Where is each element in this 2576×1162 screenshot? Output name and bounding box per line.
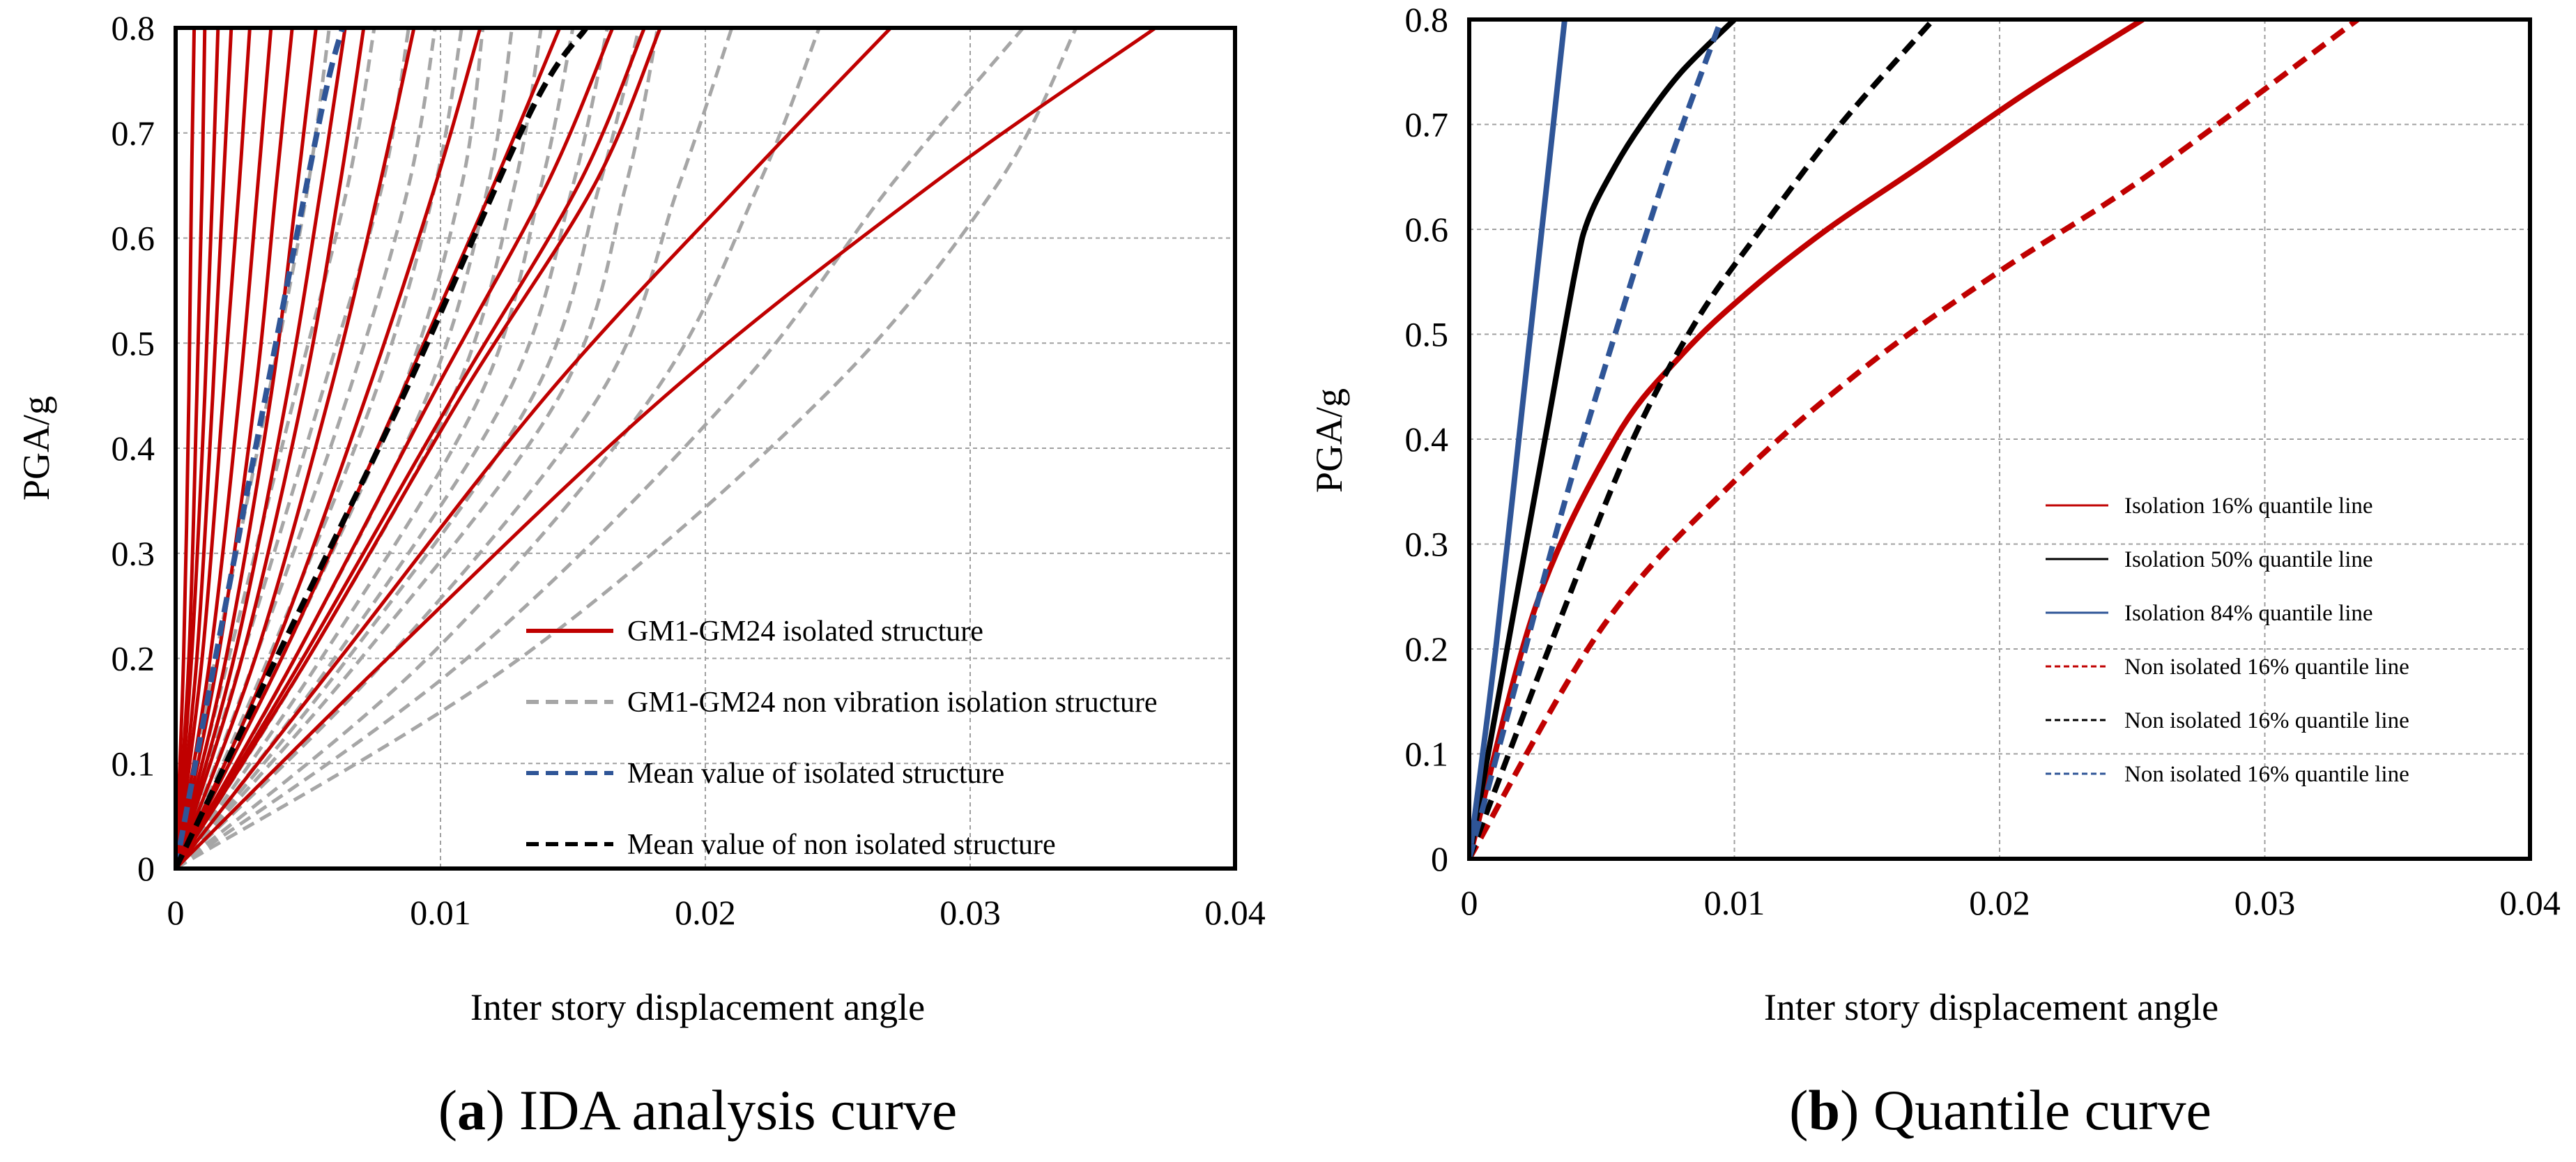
panel-b-caption: (b) Quantile curve <box>1789 1078 2211 1142</box>
y-tick-label: 0.7 <box>1405 105 1449 144</box>
x-tick-label: 0.02 <box>1969 883 2030 922</box>
panel-a-y-ticks: 0 0.1 0.2 0.3 0.4 0.5 0.6 0.7 0.8 <box>112 8 155 888</box>
series-line-quantile-4 <box>1469 20 1935 859</box>
y-tick-label: 0.2 <box>112 639 155 678</box>
panel-a-caption-text: IDA analysis curve <box>519 1078 958 1142</box>
series-line-isolated-11 <box>176 28 482 869</box>
series-line-quantile-0 <box>1469 20 2145 859</box>
panel-b-y-axis-label: PGA/g <box>1308 388 1350 493</box>
x-tick-label: 0 <box>167 893 185 932</box>
x-tick-label: 0.01 <box>1704 883 1765 922</box>
y-tick-label: 0.4 <box>112 429 155 468</box>
panel-a-legend: GM1-GM24 isolated structure GM1-GM24 non … <box>526 616 1158 861</box>
panel-a-frame <box>174 26 1237 871</box>
series-line-non-isolated-29 <box>176 28 660 869</box>
panel-a-ida-chart: 00.10.20.30.40.50.60.70.8 0 0.01 0.02 0.03 0… <box>15 8 1266 1142</box>
series-line-non-isolated-25 <box>176 28 543 869</box>
legend-label: GM1-GM24 non vibration isolation structu… <box>627 687 1158 719</box>
series-line-non-isolated-33 <box>176 28 1078 869</box>
series-line-isolated-9 <box>176 28 366 869</box>
y-tick-label: 0.5 <box>1405 315 1449 354</box>
y-tick-label: 0.2 <box>1405 629 1449 668</box>
y-tick-label: 0.6 <box>112 219 155 258</box>
series-line-quantile-2 <box>1469 20 1567 859</box>
x-tick-label: 0.03 <box>2234 883 2296 922</box>
panel-a-x-axis-label: Inter story displacement angle <box>470 986 925 1028</box>
panel-b-x-axis-label: Inter story displacement angle <box>1764 986 2218 1028</box>
legend-label: GM1-GM24 isolated structure <box>627 616 983 648</box>
y-tick-label: 0.8 <box>1405 0 1449 39</box>
legend-label: Non isolated 16% quantile line <box>2124 655 2409 680</box>
series-line-quantile-1 <box>1469 20 1737 859</box>
series-line-isolated-10 <box>176 28 416 869</box>
legend-label: Mean value of isolated structure <box>627 758 1004 790</box>
series-line-isolated-6 <box>176 28 294 869</box>
panel-a-series <box>176 28 1157 869</box>
y-tick-label: 0 <box>137 849 155 888</box>
y-tick-label: 0.7 <box>112 114 155 153</box>
series-line-isolated-5 <box>176 28 273 869</box>
series-line-isolated-17 <box>176 28 1157 869</box>
series-line-mean-isolated-34 <box>176 28 346 869</box>
panel-b-frame <box>1467 17 2532 861</box>
series-line-non-isolated-28 <box>176 28 641 869</box>
series-line-isolated-0 <box>176 28 197 869</box>
series-line-isolated-15 <box>176 28 662 869</box>
series-line-isolated-16 <box>176 28 892 869</box>
x-tick-label: 0.01 <box>410 893 471 932</box>
series-line-isolated-2 <box>176 28 220 869</box>
y-tick-label: 0.3 <box>112 534 155 573</box>
legend-label: Isolation 16% quantile line <box>2124 494 2373 519</box>
y-tick-label: 0 <box>1431 839 1448 878</box>
x-tick-label: 0.02 <box>675 893 736 932</box>
x-tick-label: 0.04 <box>1204 893 1266 932</box>
series-line-isolated-4 <box>176 28 252 869</box>
y-tick-label: 0.5 <box>112 323 155 362</box>
panel-a-caption-letter: a <box>457 1078 486 1142</box>
series-line-non-isolated-31 <box>176 28 821 869</box>
y-tick-label: 0.6 <box>1405 210 1449 249</box>
panel-b-quantile-chart: 00.10.20.30.40.50.60.70.8 0 0.01 0.02 0.03 0… <box>1308 0 2561 1142</box>
x-tick-label: 0.04 <box>2499 883 2561 922</box>
series-line-isolated-3 <box>176 28 233 869</box>
legend-label: Mean value of non isolated structure <box>627 829 1056 861</box>
panel-b-legend: Isolation 16% quantile line Isolation 50%… <box>2046 494 2409 787</box>
panel-b-grid <box>1469 20 2530 859</box>
legend-label: Isolation 84% quantile line <box>2124 601 2373 626</box>
y-tick-label: 0.8 <box>112 8 155 47</box>
legend-label: Isolation 50% quantile line <box>2124 547 2373 572</box>
series-line-isolated-14 <box>176 28 646 869</box>
series-line-isolated-8 <box>176 28 347 869</box>
series-line-non-isolated-22 <box>176 28 463 869</box>
series-line-isolated-13 <box>176 28 615 869</box>
y-tick-label: 0.3 <box>1405 525 1449 564</box>
series-line-mean-non-isolated-35 <box>176 28 589 869</box>
panel-b-caption-letter: b <box>1808 1078 1840 1142</box>
series-line-quantile-3 <box>1469 20 2360 859</box>
panel-a-caption: (a) IDA analysis curve <box>438 1078 958 1142</box>
series-line-isolated-7 <box>176 28 318 869</box>
series-line-quantile-5 <box>1469 20 1724 859</box>
panel-a-y-axis-label: PGA/g <box>15 396 57 500</box>
y-tick-label: 0.1 <box>1405 735 1449 774</box>
y-tick-label: 0.4 <box>1405 420 1449 459</box>
y-tick-label: 0.1 <box>112 744 155 783</box>
panel-a-x-ticks: 0 0.01 0.02 0.03 0.04 <box>167 893 1266 932</box>
series-line-non-isolated-18 <box>176 28 331 869</box>
panel-b-caption-text: Quantile curve <box>1873 1078 2211 1142</box>
panel-b-series <box>1469 20 2360 859</box>
legend-label: Non isolated 16% quantile line <box>2124 708 2409 733</box>
series-line-non-isolated-30 <box>176 28 734 869</box>
panel-b-y-ticks: 0 0.1 0.2 0.3 0.4 0.5 0.6 0.7 0.8 <box>1405 0 1449 878</box>
legend-label: Non isolated 16% quantile line <box>2124 762 2409 787</box>
panel-b-x-ticks: 0 0.01 0.02 0.03 0.04 <box>1461 883 2561 922</box>
series-line-non-isolated-32 <box>176 28 1025 869</box>
x-tick-label: 0 <box>1461 883 1478 922</box>
x-tick-label: 0.03 <box>940 893 1001 932</box>
